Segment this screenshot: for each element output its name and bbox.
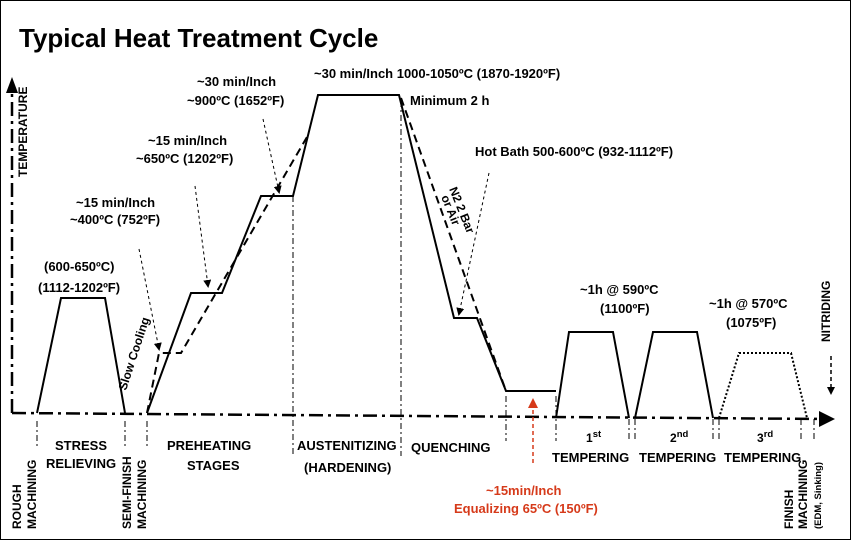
temper1-temp-c: ~1h @ 590ºC (580, 282, 659, 297)
temper3-temp-f: (1075ºF) (726, 315, 776, 330)
stress-temp-f: (1112-1202ºF) (38, 280, 120, 295)
x-axis (11, 411, 828, 421)
slow-cooling-label: Slow Cooling (116, 315, 153, 392)
stage-stress-1: STRESS (55, 438, 107, 453)
pre1-temp: ~400ºC (752ºF) (70, 212, 160, 227)
stage-rough-2: MACHINING (25, 460, 39, 529)
aust-temp: ~30 min/Inch 1000-1050ºC (1870-1920ºF) (314, 66, 560, 81)
y-axis-label: TEMPERATURE (16, 87, 30, 177)
stage-preheat-2: STAGES (187, 458, 240, 473)
stage-aust-2: (HARDENING) (304, 460, 391, 475)
stage-semi-1: SEMI-FINISH (120, 456, 134, 529)
nitriding-label: NITRIDING (819, 281, 833, 342)
equalizing-rate: ~15min/Inch (486, 483, 562, 498)
pre3-temp: ~900ºC (1652ºF) (187, 93, 284, 108)
temper1-temp-f: (1100ºF) (600, 301, 650, 316)
temper-3-curve (718, 352, 808, 419)
pre3-leader-arrow (262, 118, 282, 194)
stage-semi-2: MACHINING (135, 460, 149, 529)
temper1-ordinal: 1st (586, 429, 602, 445)
y-axis-arrowhead (6, 77, 18, 93)
stage-aust-1: AUSTENITIZING (297, 438, 397, 453)
preheat-alt-curve (146, 136, 308, 414)
stage-quench: QUENCHING (411, 440, 490, 455)
quench-alt-curve (400, 97, 507, 392)
stage-finish-1: FINISH (782, 490, 796, 529)
hot-bath-leader-arrow (456, 172, 490, 316)
x-axis-arrowhead (819, 411, 835, 427)
pre2-rate: ~15 min/Inch (148, 133, 227, 148)
pre2-leader-arrow (194, 185, 212, 288)
stage-finish-3: (EDM, Sinking) (813, 462, 824, 529)
stage-preheat-1: PREHEATING (167, 438, 251, 453)
aust-hold: Minimum 2 h (410, 93, 490, 108)
diagram-title: Typical Heat Treatment Cycle (19, 23, 378, 53)
stage-rough-1: ROUGH (10, 484, 24, 529)
stress-relief-curve (36, 297, 126, 414)
temper3-ordinal: 3rd (757, 429, 773, 445)
stage-dividers (36, 101, 815, 456)
hot-bath-label: Hot Bath 500-600ºC (932-1112ºF) (475, 144, 673, 159)
temper2-ordinal: 2nd (670, 429, 688, 445)
pre2-temp: ~650ºC (1202ºF) (136, 151, 233, 166)
stage-finish-2: MACHINING (796, 460, 810, 529)
temper-2-curve (634, 331, 714, 419)
equalizing-temp: Equalizing 65ºC (150ºF) (454, 501, 598, 516)
pre1-rate: ~15 min/Inch (76, 195, 155, 210)
pre1-leader-arrow (138, 248, 162, 351)
temper-1-curve (555, 331, 630, 419)
stage-stress-2: RELIEVING (46, 456, 116, 471)
temper3-label: TEMPERING (724, 450, 801, 465)
pre3-rate: ~30 min/Inch (197, 74, 276, 89)
temper3-temp-c: ~1h @ 570ºC (709, 296, 788, 311)
stress-temp-c: (600-650ºC) (44, 259, 115, 274)
temper2-label: TEMPERING (639, 450, 716, 465)
temper1-label: TEMPERING (552, 450, 629, 465)
hardening-curve (146, 94, 556, 414)
